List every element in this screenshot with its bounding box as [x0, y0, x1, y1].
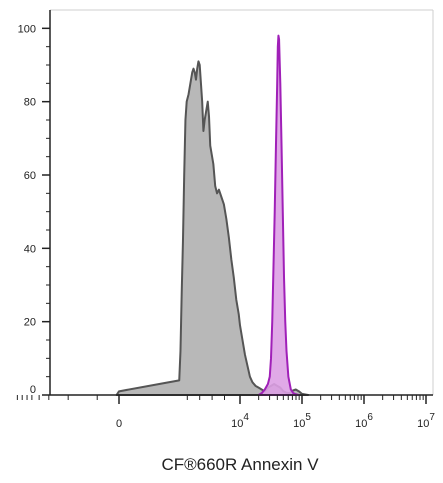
y-tick-label: 80: [24, 97, 36, 109]
x-tick-label-exponent: 5: [305, 412, 311, 423]
y-tick-label: 60: [24, 170, 36, 182]
y-tick-label: 100: [18, 23, 36, 35]
series-layer: [115, 34, 310, 396]
x-tick-label-base: 10: [355, 418, 367, 430]
x-tick-label: 106: [355, 412, 373, 430]
x-axis-label: CF®660R Annexin V: [161, 455, 319, 474]
x-tick-label-base: 10: [417, 418, 429, 430]
x-tick-label: 0: [116, 418, 122, 430]
series-2-area: [257, 34, 300, 396]
y-tick-label: 20: [24, 317, 36, 329]
y-tick-label: 0: [30, 384, 36, 396]
x-tick-label-exponent: 7: [429, 412, 435, 423]
x-tick-label-exponent: 6: [367, 412, 373, 423]
y-tick-label: 40: [24, 243, 36, 255]
x-tick-label: 105: [293, 412, 311, 430]
x-tick-label-base: 10: [231, 418, 243, 430]
x-tick-label: 107: [417, 412, 435, 430]
x-tick-label: 104: [231, 412, 249, 430]
x-tick-label-base: 10: [293, 418, 305, 430]
x-tick-label-base: 0: [116, 418, 122, 430]
x-tick-label-exponent: 4: [243, 412, 249, 423]
